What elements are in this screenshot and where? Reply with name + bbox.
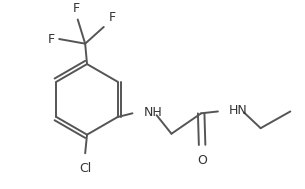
- Text: NH: NH: [144, 106, 162, 119]
- Text: F: F: [72, 2, 79, 15]
- Text: F: F: [47, 33, 55, 46]
- Text: Cl: Cl: [79, 162, 91, 175]
- Text: HN: HN: [229, 104, 248, 117]
- Text: O: O: [197, 154, 207, 167]
- Text: F: F: [108, 11, 116, 24]
